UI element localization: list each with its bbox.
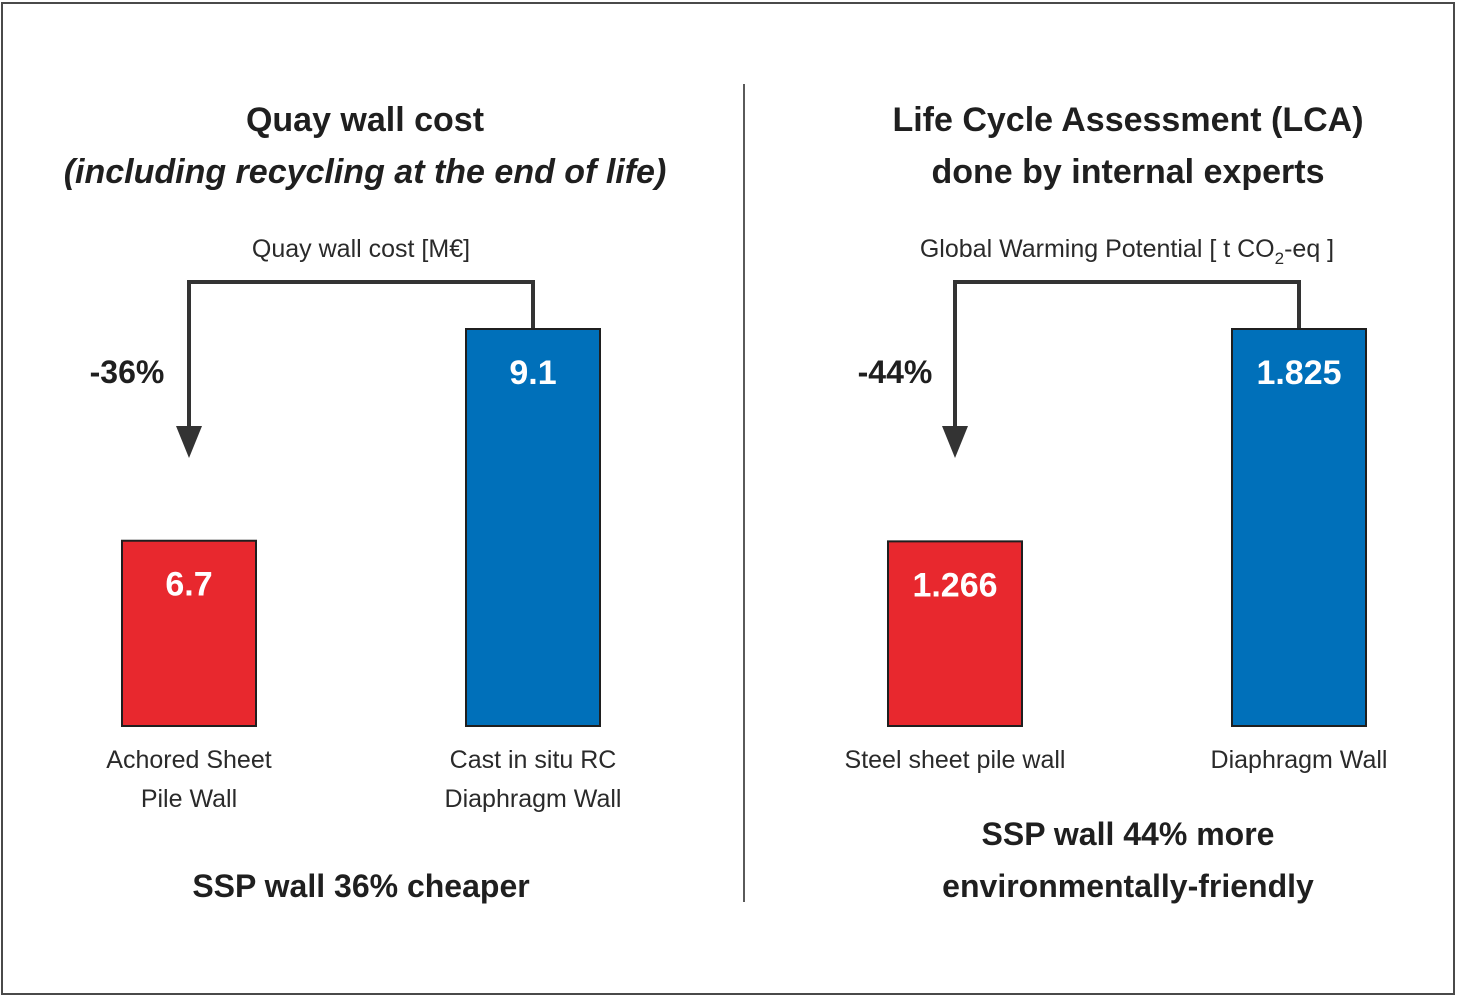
right-change-connector (953, 280, 1301, 428)
left-bar-diaphragm-value: 9.1 (509, 354, 556, 392)
left-cat-1-line2: Pile Wall (141, 785, 237, 813)
right-chart: Global Warming Potential [ t CO2-eq ] -4… (845, 235, 1388, 774)
right-cat-1: Steel sheet pile wall (845, 746, 1066, 774)
right-bar-diaphragm-value: 1.825 (1256, 354, 1341, 392)
left-cat-1-line1: Achored Sheet (106, 746, 271, 774)
right-axis-label-main: Global Warming Potential [ t CO (920, 235, 1275, 263)
right-panel-title: Life Cycle Assessment (LCA) done by inte… (778, 94, 1460, 198)
left-change-label: -36% (90, 354, 165, 390)
right-axis-label: Global Warming Potential [ t CO2-eq ] (920, 235, 1334, 268)
left-chart: Quay wall cost [M€] -36% 6.7 9.1 Achored… (90, 235, 622, 813)
left-bar-diaphragm (465, 328, 601, 727)
right-axis-label-tail: -eq ] (1284, 235, 1334, 263)
left-summary-text: SSP wall 36% cheaper (192, 868, 530, 904)
right-summary-line1: SSP wall 44% more (981, 816, 1275, 852)
right-title-line1: Life Cycle Assessment (LCA) (892, 101, 1364, 139)
panel-divider (743, 84, 745, 902)
left-cat-2-line1: Cast in situ RC (450, 746, 617, 774)
left-title-line1: Quay wall cost (245, 101, 485, 139)
right-axis-label-sub: 2 (1275, 249, 1284, 268)
right-summary: SSP wall 44% more environmentally-friend… (778, 808, 1460, 912)
right-bar-diaphragm (1231, 328, 1367, 727)
left-title-line2: (including recycling at the end of life) (63, 153, 667, 191)
right-bar-ssp-value: 1.266 (912, 566, 997, 604)
left-bar-ssp (121, 539, 257, 727)
right-cat-2: Diaphragm Wall (1211, 746, 1388, 774)
left-cat-2-line2: Diaphragm Wall (445, 785, 622, 813)
right-title-line2: done by internal experts (931, 153, 1325, 191)
right-change-label: -44% (858, 354, 933, 390)
left-arrowhead-icon (176, 426, 202, 458)
left-change-connector (187, 280, 535, 428)
right-bar-ssp (887, 540, 1023, 728)
left-panel-title: Quay wall cost (including recycling at t… (15, 94, 715, 198)
left-axis-label: Quay wall cost [M€] (252, 235, 470, 263)
right-arrowhead-icon (942, 426, 968, 458)
left-bar-ssp-value: 6.7 (165, 566, 212, 604)
left-summary: SSP wall 36% cheaper (11, 860, 711, 912)
right-summary-line2: environmentally-friendly (942, 868, 1314, 904)
